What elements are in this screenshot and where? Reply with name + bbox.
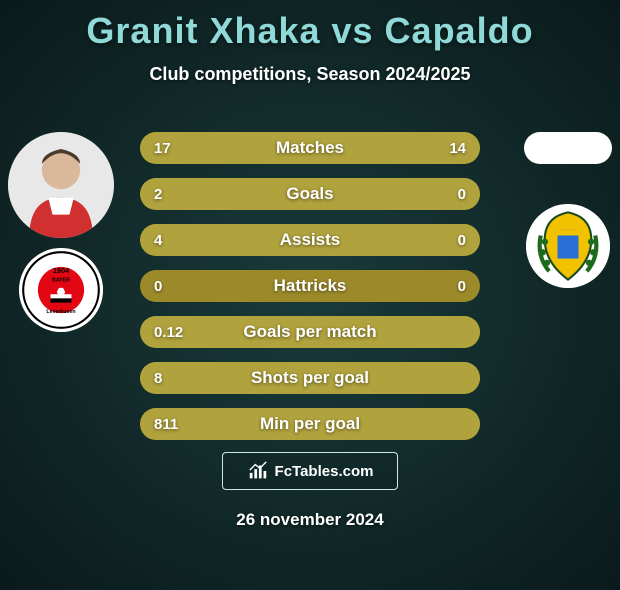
right-player-column: [524, 132, 612, 288]
stat-value-left: 0.12: [154, 324, 183, 341]
stat-label: Matches: [276, 138, 344, 158]
page-subtitle: Club competitions, Season 2024/2025: [0, 64, 620, 85]
left-player-avatar: [8, 132, 114, 238]
right-club-badge: [526, 204, 610, 288]
stat-row: 2 Goals 0: [140, 178, 480, 210]
stat-row: 0.12 Goals per match: [140, 316, 480, 348]
stat-value-left: 4: [154, 232, 162, 249]
page-title: Granit Xhaka vs Capaldo: [0, 10, 620, 52]
stat-value-right: 0: [458, 186, 466, 203]
svg-text:1904: 1904: [53, 266, 70, 275]
svg-text:BAYER: BAYER: [52, 278, 70, 284]
stat-value-right: 0: [458, 232, 466, 249]
stat-value-left: 2: [154, 186, 162, 203]
stat-value-left: 811: [154, 416, 178, 433]
stat-value-right: 0: [458, 278, 466, 295]
left-club-badge: 1904 BAYER Leverkusen: [19, 248, 103, 332]
stat-label: Min per goal: [260, 414, 360, 434]
stat-row: 4 Assists 0: [140, 224, 480, 256]
date-label: 26 november 2024: [0, 510, 620, 530]
stat-value-left: 17: [154, 140, 171, 157]
left-player-column: 1904 BAYER Leverkusen: [8, 132, 114, 332]
stat-value-left: 8: [154, 370, 162, 387]
stat-label: Hattricks: [274, 276, 347, 296]
stat-label: Goals per match: [243, 322, 376, 342]
stat-row: 17 Matches 14: [140, 132, 480, 164]
stat-label: Goals: [286, 184, 333, 204]
chart-icon: [247, 460, 269, 482]
stat-value-left: 0: [154, 278, 162, 295]
stat-label: Assists: [280, 230, 340, 250]
brand-text: FcTables.com: [275, 463, 374, 480]
stat-value-right: 14: [449, 140, 466, 157]
stat-row: 8 Shots per goal: [140, 362, 480, 394]
stat-row: 811 Min per goal: [140, 408, 480, 440]
svg-text:Leverkusen: Leverkusen: [46, 309, 75, 315]
stat-row: 0 Hattricks 0: [140, 270, 480, 302]
brand-badge[interactable]: FcTables.com: [222, 452, 398, 490]
right-player-avatar-blank: [524, 132, 612, 164]
stat-label: Shots per goal: [251, 368, 369, 388]
stats-list: 17 Matches 14 2 Goals 0 4 Assists 0 0 Hattricks 0 0.…: [140, 132, 480, 440]
